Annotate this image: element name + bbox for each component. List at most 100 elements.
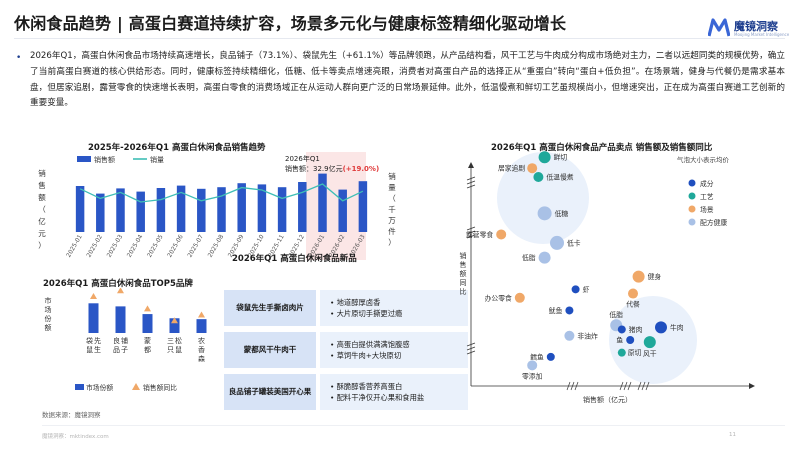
sales-bar: [116, 188, 125, 232]
scatter-point-label: 风干: [643, 350, 657, 358]
scatter-point-label: 猪肉: [629, 325, 643, 334]
brand-x-tick-label-char: 品: [113, 346, 120, 354]
axis-label-char: 千: [388, 204, 396, 214]
trend-chart-title: 2025年-2026年Q1 高蛋白休闲食品销售趋势: [88, 143, 266, 153]
axis-label-char: 份: [45, 314, 52, 323]
brand-growth-marker: [171, 317, 178, 324]
axis-label-char: 市: [45, 296, 52, 305]
new-products-table: 袋鼠先生手撕卤肉片 • 地道醇厚卤香 • 大片原切手撕更过瘾 蒙都风干牛肉干 •…: [224, 290, 470, 410]
sales-bar: [277, 187, 287, 232]
legend-scene-label: 场景: [700, 205, 714, 214]
scatter-point: [564, 330, 575, 341]
legend-formula-label: 配方健康: [700, 218, 727, 227]
trend-ylabel-right: 销量 （千万件 ）: [388, 171, 396, 247]
brand-x-tick-label-char: 鼠: [86, 345, 93, 354]
scatter-legend-title: 气泡大小表示均价: [677, 155, 730, 164]
axis-label-char: 万: [388, 216, 396, 225]
brand-x-tick-label-char: 森: [198, 354, 205, 363]
scatter-point: [617, 325, 626, 334]
scatter-xlabel: 销售额（亿元）: [583, 395, 632, 404]
trend-chart: 销售额 销量 2026年Q1 销售额：32.9亿元(+19.0%) 销售额 （ 亿元…: [38, 152, 396, 260]
sales-bar: [96, 193, 105, 232]
legend-ingredient-label: 成分: [700, 179, 714, 188]
header-divider: [14, 38, 785, 39]
brand-ylabel: 市场份额: [45, 296, 52, 332]
new-product-point: • 草饲牛肉+大块原切: [330, 351, 402, 360]
brand-growth-marker: [117, 288, 124, 294]
legend-line-label: 销量: [150, 155, 164, 164]
brand-x-tick-label-char: 农: [198, 336, 205, 345]
scatter-point-label: 露营零食: [466, 230, 493, 239]
new-products-title: 2026年Q1 高蛋白休闲食品新品: [232, 254, 357, 264]
legend-process-label: 工艺: [700, 193, 714, 201]
new-product-points: • 酥脆醇香营养高蛋白 • 配料干净仅开心果和食用盐: [320, 374, 468, 410]
brand-legend-bar-label: 市场份额: [86, 383, 113, 392]
axis-label-char: 售: [38, 180, 46, 190]
sales-bar: [176, 185, 186, 232]
brand-x-tick-label-char: 只: [167, 346, 174, 354]
brand-chart-title: 2026年Q1 高蛋白休闲食品TOP5品牌: [43, 279, 193, 289]
scatter-point-label: 牛肉: [670, 323, 684, 332]
sales-bar: [156, 188, 166, 232]
new-product-point: • 配料干净仅开心果和食用盐: [330, 393, 425, 402]
brand-legend-growth-swatch: [132, 383, 140, 390]
trend-x-tick-label: 2025-04: [126, 233, 145, 258]
brand-legend-growth-label: 销售额同比: [143, 383, 177, 392]
axis-label-char: 额: [45, 323, 52, 332]
trend-x-tick-label: 2025-02: [85, 233, 104, 258]
scatter-point: [632, 270, 645, 283]
legend-ingredient-dot: [688, 179, 696, 187]
logo-subtitle: Moojing Market Intelligence: [734, 32, 790, 37]
brand-share-bar: [196, 319, 207, 333]
scatter-point-label: 低卡: [567, 238, 581, 247]
axis-label-char: （: [388, 194, 396, 203]
scatter-point-label: 原切: [628, 349, 642, 357]
brand-legend-bar-swatch: [75, 384, 84, 390]
axis-label-char: 销: [388, 171, 396, 181]
brand-share-bar: [169, 318, 180, 333]
legend-bar-label: 销售额: [94, 155, 115, 164]
axis-label-char: ）: [38, 241, 46, 250]
new-product-point: • 酥脆醇香营养高蛋白: [330, 382, 403, 391]
sales-bar: [298, 182, 307, 232]
brand-growth-marker: [90, 292, 97, 299]
brand-logo: 魔镜洞察 Moojing Market Intelligence: [708, 18, 794, 44]
axis-label-char: （: [38, 205, 46, 214]
scatter-point: [538, 251, 551, 264]
scatter-point: [571, 285, 580, 294]
new-product-brand: 袋鼠先生手撕卤肉片: [224, 290, 316, 326]
axis-label-char: 售: [460, 260, 467, 269]
scatter-point: [643, 336, 656, 349]
legend-process-dot: [688, 192, 696, 200]
summary-bullet: •: [16, 53, 22, 63]
sales-bar: [257, 184, 267, 232]
brand-x-tick-label-char: 蒙: [144, 336, 151, 345]
scatter-chart: 销售额同比 销售额（亿元） 鲜切居家追剧低温慢煮低糖露营零食低卡低脂健身代餐虾办…: [460, 151, 755, 404]
brand-x-tick-label-char: 香: [198, 345, 205, 354]
footer-website: 魔镜洞察：mktindex.com: [42, 434, 109, 440]
data-source: 数据来源：魔镜洞察: [42, 411, 101, 419]
sales-bar: [237, 183, 246, 232]
scatter-point: [617, 348, 626, 357]
scatter-point-label: 居家追剧: [498, 164, 525, 173]
scatter-point: [496, 229, 507, 240]
axis-label-char: 亿: [38, 216, 46, 226]
axis-label-char: 销: [38, 168, 46, 178]
sales-volume-line: [79, 183, 364, 203]
brand-x-tick-label-char: 松: [175, 336, 182, 345]
scatter-point-label: 健身: [648, 272, 662, 281]
scatter-point-label: 低脂: [609, 310, 623, 319]
scatter-point-label: 鳕鱼: [530, 352, 544, 361]
scatter-point-label: 非油炸: [577, 331, 598, 340]
scatter-point-label: 低脂: [522, 253, 536, 262]
trend-annotation-value: 销售额：32.9亿元(+19.0%): [285, 164, 379, 173]
brand-growth-marker: [144, 305, 151, 312]
brand-x-tick-label-char: 先: [94, 336, 101, 345]
scatter-point: [527, 163, 538, 174]
trend-x-tick-label: 2025-08: [207, 233, 226, 258]
logo-name: 魔镜洞察: [734, 20, 778, 33]
scatter-point-label: 鲜切: [554, 153, 568, 162]
trend-x-tick-label: 2025-01: [65, 233, 84, 258]
trend-x-tick-label: 2025-03: [106, 233, 125, 258]
brand-share-bar: [142, 314, 153, 333]
